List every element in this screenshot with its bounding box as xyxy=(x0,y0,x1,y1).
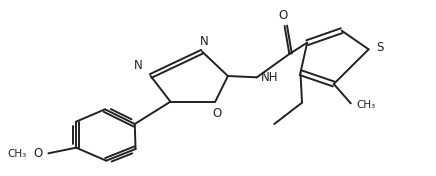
Text: O: O xyxy=(33,147,42,160)
Text: CH₃: CH₃ xyxy=(7,149,26,159)
Text: O: O xyxy=(278,9,287,22)
Text: N: N xyxy=(134,59,143,72)
Text: O: O xyxy=(213,107,222,120)
Text: S: S xyxy=(377,41,384,54)
Text: NH: NH xyxy=(261,71,278,84)
Text: CH₃: CH₃ xyxy=(357,100,376,110)
Text: N: N xyxy=(200,35,208,48)
